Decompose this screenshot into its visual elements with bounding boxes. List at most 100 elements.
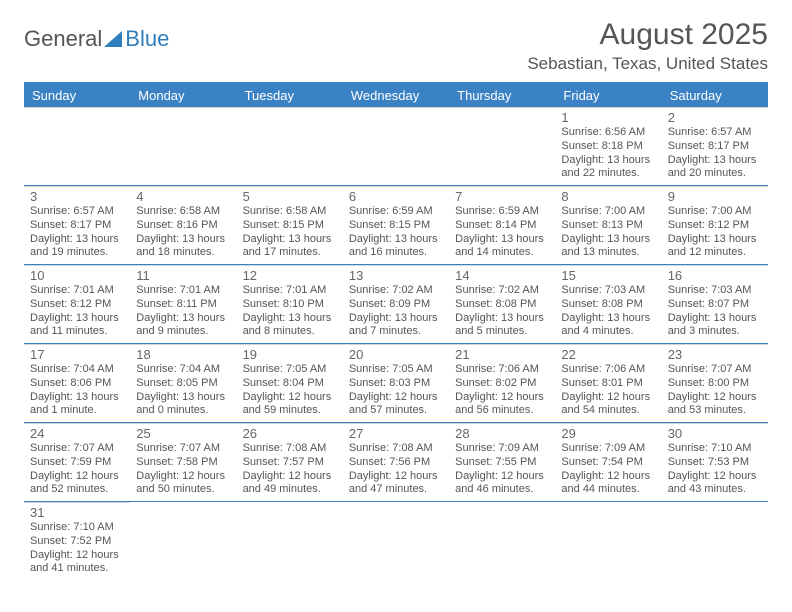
sunset-text: Sunset: 8:16 PM <box>136 219 230 233</box>
day-number: 22 <box>561 347 655 362</box>
sunrise-text: Sunrise: 7:02 AM <box>349 284 443 298</box>
weeks-container: 1Sunrise: 6:56 AMSunset: 8:18 PMDaylight… <box>24 107 768 580</box>
day-cell: 18Sunrise: 7:04 AMSunset: 8:05 PMDayligh… <box>130 344 236 422</box>
sunset-text: Sunset: 7:52 PM <box>30 535 124 549</box>
day-number: 30 <box>668 426 762 441</box>
day-number: 17 <box>30 347 124 362</box>
day-cell: 21Sunrise: 7:06 AMSunset: 8:02 PMDayligh… <box>449 344 555 422</box>
sunset-text: Sunset: 8:18 PM <box>561 140 655 154</box>
daylight-text: Daylight: 13 hours and 18 minutes. <box>136 233 230 261</box>
daylight-text: Daylight: 13 hours and 13 minutes. <box>561 233 655 261</box>
daylight-text: Daylight: 12 hours and 47 minutes. <box>349 470 443 498</box>
sunrise-text: Sunrise: 6:57 AM <box>668 126 762 140</box>
week-row: 17Sunrise: 7:04 AMSunset: 8:06 PMDayligh… <box>24 344 768 423</box>
day-cell: 15Sunrise: 7:03 AMSunset: 8:08 PMDayligh… <box>555 265 661 343</box>
day-number: 6 <box>349 189 443 204</box>
empty-cell <box>449 502 555 580</box>
daylight-text: Daylight: 12 hours and 54 minutes. <box>561 391 655 419</box>
day-number: 9 <box>668 189 762 204</box>
sunrise-text: Sunrise: 7:04 AM <box>136 363 230 377</box>
calendar-grid: Sunday Monday Tuesday Wednesday Thursday… <box>24 82 768 580</box>
sunset-text: Sunset: 7:56 PM <box>349 456 443 470</box>
daylight-text: Daylight: 13 hours and 12 minutes. <box>668 233 762 261</box>
day-number: 28 <box>455 426 549 441</box>
sunset-text: Sunset: 8:15 PM <box>243 219 337 233</box>
sunrise-text: Sunrise: 7:00 AM <box>561 205 655 219</box>
day-number: 1 <box>561 110 655 125</box>
empty-cell <box>449 107 555 185</box>
day-cell: 10Sunrise: 7:01 AMSunset: 8:12 PMDayligh… <box>24 265 130 343</box>
sail-icon <box>104 31 122 47</box>
week-row: 10Sunrise: 7:01 AMSunset: 8:12 PMDayligh… <box>24 265 768 344</box>
daylight-text: Daylight: 13 hours and 3 minutes. <box>668 312 762 340</box>
day-cell: 7Sunrise: 6:59 AMSunset: 8:14 PMDaylight… <box>449 186 555 264</box>
sunset-text: Sunset: 8:06 PM <box>30 377 124 391</box>
day-number: 31 <box>30 505 124 520</box>
logo: General Blue <box>24 26 169 52</box>
day-cell: 13Sunrise: 7:02 AMSunset: 8:09 PMDayligh… <box>343 265 449 343</box>
sunset-text: Sunset: 8:03 PM <box>349 377 443 391</box>
week-row: 31Sunrise: 7:10 AMSunset: 7:52 PMDayligh… <box>24 502 768 580</box>
day-cell: 6Sunrise: 6:59 AMSunset: 8:15 PMDaylight… <box>343 186 449 264</box>
daylight-text: Daylight: 12 hours and 53 minutes. <box>668 391 762 419</box>
empty-cell <box>343 502 449 580</box>
day-cell: 22Sunrise: 7:06 AMSunset: 8:01 PMDayligh… <box>555 344 661 422</box>
sunrise-text: Sunrise: 7:09 AM <box>561 442 655 456</box>
day-cell: 25Sunrise: 7:07 AMSunset: 7:58 PMDayligh… <box>130 423 236 501</box>
day-cell: 5Sunrise: 6:58 AMSunset: 8:15 PMDaylight… <box>237 186 343 264</box>
sunset-text: Sunset: 8:05 PM <box>136 377 230 391</box>
empty-cell <box>237 107 343 185</box>
daylight-text: Daylight: 13 hours and 1 minute. <box>30 391 124 419</box>
day-cell: 28Sunrise: 7:09 AMSunset: 7:55 PMDayligh… <box>449 423 555 501</box>
sunrise-text: Sunrise: 7:08 AM <box>349 442 443 456</box>
day-number: 16 <box>668 268 762 283</box>
empty-cell <box>237 502 343 580</box>
daylight-text: Daylight: 12 hours and 43 minutes. <box>668 470 762 498</box>
sunset-text: Sunset: 8:00 PM <box>668 377 762 391</box>
empty-cell <box>343 107 449 185</box>
day-cell: 31Sunrise: 7:10 AMSunset: 7:52 PMDayligh… <box>24 502 130 580</box>
sunrise-text: Sunrise: 6:57 AM <box>30 205 124 219</box>
sunrise-text: Sunrise: 7:10 AM <box>30 521 124 535</box>
weekday-header: Sunday <box>24 84 130 107</box>
sunset-text: Sunset: 8:02 PM <box>455 377 549 391</box>
day-cell: 2Sunrise: 6:57 AMSunset: 8:17 PMDaylight… <box>662 107 768 185</box>
week-row: 1Sunrise: 6:56 AMSunset: 8:18 PMDaylight… <box>24 107 768 186</box>
sunset-text: Sunset: 8:07 PM <box>668 298 762 312</box>
daylight-text: Daylight: 13 hours and 20 minutes. <box>668 154 762 182</box>
sunrise-text: Sunrise: 7:00 AM <box>668 205 762 219</box>
sunrise-text: Sunrise: 7:03 AM <box>561 284 655 298</box>
day-number: 4 <box>136 189 230 204</box>
day-cell: 1Sunrise: 6:56 AMSunset: 8:18 PMDaylight… <box>555 107 661 185</box>
day-cell: 3Sunrise: 6:57 AMSunset: 8:17 PMDaylight… <box>24 186 130 264</box>
empty-cell <box>24 107 130 185</box>
daylight-text: Daylight: 13 hours and 19 minutes. <box>30 233 124 261</box>
day-cell: 16Sunrise: 7:03 AMSunset: 8:07 PMDayligh… <box>662 265 768 343</box>
day-number: 27 <box>349 426 443 441</box>
daylight-text: Daylight: 12 hours and 49 minutes. <box>243 470 337 498</box>
daylight-text: Daylight: 13 hours and 22 minutes. <box>561 154 655 182</box>
empty-cell <box>130 502 236 580</box>
empty-cell <box>555 502 661 580</box>
calendar-page: General Blue August 2025 Sebastian, Texa… <box>0 0 792 604</box>
sunset-text: Sunset: 8:14 PM <box>455 219 549 233</box>
daylight-text: Daylight: 13 hours and 5 minutes. <box>455 312 549 340</box>
day-cell: 24Sunrise: 7:07 AMSunset: 7:59 PMDayligh… <box>24 423 130 501</box>
location-subtitle: Sebastian, Texas, United States <box>527 54 768 74</box>
sunset-text: Sunset: 8:13 PM <box>561 219 655 233</box>
sunrise-text: Sunrise: 7:01 AM <box>243 284 337 298</box>
day-number: 3 <box>30 189 124 204</box>
sunrise-text: Sunrise: 6:59 AM <box>455 205 549 219</box>
day-number: 29 <box>561 426 655 441</box>
title-block: August 2025 Sebastian, Texas, United Sta… <box>527 18 768 74</box>
sunrise-text: Sunrise: 7:08 AM <box>243 442 337 456</box>
day-cell: 12Sunrise: 7:01 AMSunset: 8:10 PMDayligh… <box>237 265 343 343</box>
weekday-header: Tuesday <box>237 84 343 107</box>
day-cell: 20Sunrise: 7:05 AMSunset: 8:03 PMDayligh… <box>343 344 449 422</box>
day-cell: 11Sunrise: 7:01 AMSunset: 8:11 PMDayligh… <box>130 265 236 343</box>
sunrise-text: Sunrise: 7:01 AM <box>136 284 230 298</box>
day-number: 11 <box>136 268 230 283</box>
day-cell: 30Sunrise: 7:10 AMSunset: 7:53 PMDayligh… <box>662 423 768 501</box>
weekday-header-row: Sunday Monday Tuesday Wednesday Thursday… <box>24 84 768 107</box>
weekday-header: Friday <box>555 84 661 107</box>
